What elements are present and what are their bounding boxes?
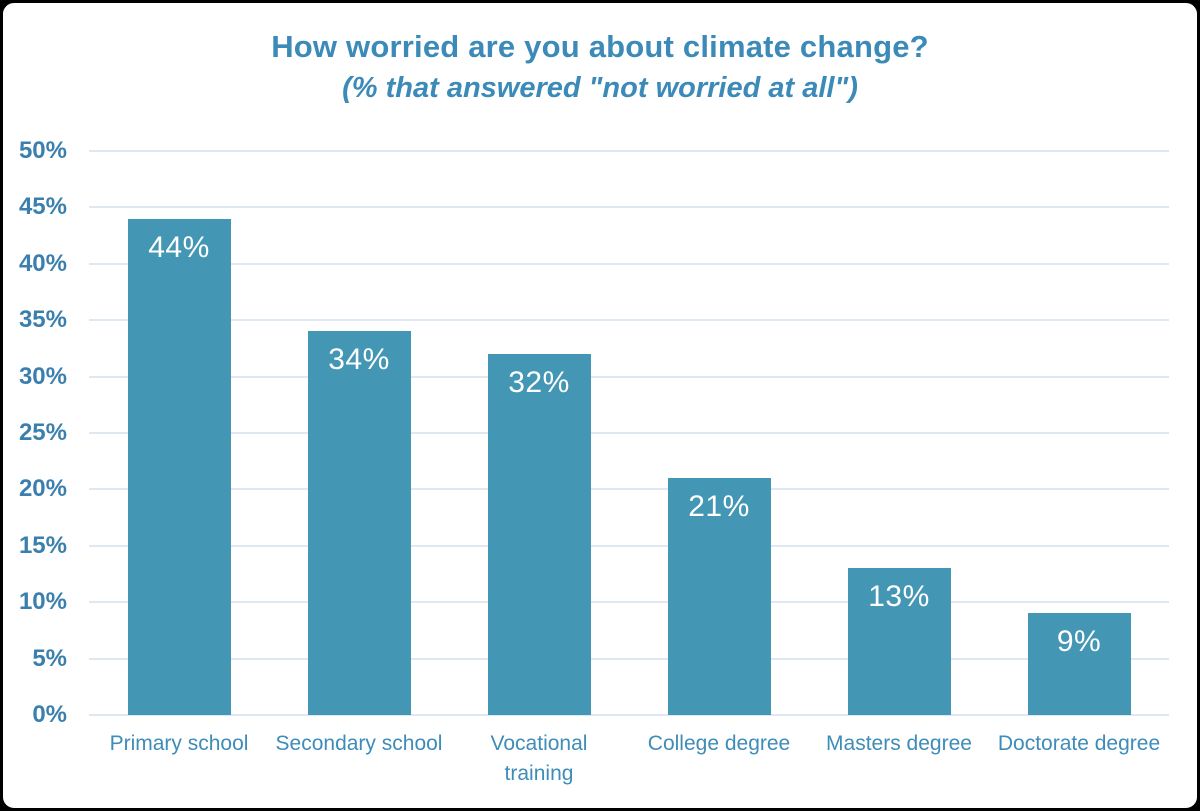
y-tick-label-5%: 5% bbox=[32, 644, 67, 672]
bar-data-label: 34% bbox=[328, 343, 390, 377]
y-tick-label-35%: 35% bbox=[18, 306, 67, 334]
x-category-label-doctorate-degree: Doctorate degree bbox=[989, 729, 1169, 790]
gridline-35% bbox=[89, 319, 1169, 322]
x-category-label-line: Doctorate degree bbox=[997, 732, 1161, 755]
y-tick-label-25%: 25% bbox=[18, 419, 67, 446]
gridline-50% bbox=[89, 150, 1169, 152]
y-tick-label-0%: 0% bbox=[32, 701, 67, 728]
y-tick-label-50%: 50% bbox=[18, 137, 67, 164]
bar-cell: 34% bbox=[269, 151, 449, 715]
bar-secondary-school: 34% bbox=[307, 331, 411, 715]
bar-data-label: 13% bbox=[868, 580, 930, 614]
y-tick-label-45%: 45% bbox=[18, 193, 67, 221]
gridline-10% bbox=[89, 601, 1169, 604]
x-category-label-line: training bbox=[504, 762, 574, 786]
plot-area: 44% 34% 32% 21% 13% 9% bbox=[89, 150, 1169, 716]
x-category-label-college-degree: College degree bbox=[629, 729, 809, 790]
x-category-label-line: Secondary school bbox=[275, 732, 443, 755]
gridline-40% bbox=[89, 262, 1169, 265]
x-category-label-primary-school: Primary school bbox=[89, 729, 269, 790]
x-category-label-masters-degree: Masters degree bbox=[809, 729, 989, 790]
bar-vocational-training: 32% bbox=[487, 354, 591, 715]
bar-data-label: 21% bbox=[688, 490, 750, 524]
bar-cell: 44% bbox=[89, 151, 269, 715]
y-tick-label-30%: 30% bbox=[18, 362, 67, 390]
bar-doctorate-degree: 9% bbox=[1027, 613, 1131, 715]
x-category-label-secondary-school: Secondary school bbox=[269, 729, 449, 790]
bar-data-label: 44% bbox=[148, 230, 210, 264]
bar-college-degree: 21% bbox=[667, 478, 771, 715]
y-tick-label-20%: 20% bbox=[18, 475, 67, 503]
bar-cell: 13% bbox=[809, 151, 989, 715]
x-category-label-line: Primary school bbox=[109, 732, 249, 755]
bar-data-label: 32% bbox=[508, 366, 570, 400]
x-category-label-line: Vocational bbox=[490, 732, 588, 755]
bars-layer: 44% 34% 32% 21% 13% 9% bbox=[89, 151, 1169, 715]
y-axis-tick-labels: 0% 5% 10% 15% 20% 25% 30% 35% 40% 45% 50% bbox=[3, 137, 67, 728]
gridline-20% bbox=[89, 488, 1169, 491]
y-tick-label-15%: 15% bbox=[18, 531, 67, 559]
x-category-label-line: Masters degree bbox=[826, 732, 972, 755]
x-axis-category-labels: Primary school Secondary school Vocational… bbox=[89, 729, 1169, 790]
bar-cell: 32% bbox=[449, 151, 629, 715]
x-category-label-line: College degree bbox=[647, 732, 791, 755]
gridline-25% bbox=[89, 432, 1169, 434]
gridline-5% bbox=[89, 657, 1169, 660]
chart-title-block: How worried are you about climate change… bbox=[3, 29, 1197, 105]
chart-title: How worried are you about climate change… bbox=[271, 29, 929, 64]
x-category-label-vocational-training: Vocational training bbox=[449, 729, 629, 790]
y-tick-label-40%: 40% bbox=[18, 249, 67, 277]
bar-primary-school: 44% bbox=[127, 218, 231, 715]
bar-data-label: 9% bbox=[1056, 625, 1102, 659]
gridline-45% bbox=[89, 206, 1169, 209]
gridline-0% bbox=[89, 714, 1169, 716]
chart-subtitle: (% that answered "not worried at all") bbox=[342, 72, 858, 104]
y-tick-label-10%: 10% bbox=[18, 588, 67, 616]
bar-masters-degree: 13% bbox=[847, 568, 951, 715]
bar-cell: 9% bbox=[989, 151, 1169, 715]
gridline-30% bbox=[89, 375, 1169, 378]
bar-cell: 21% bbox=[629, 151, 809, 715]
gridline-15% bbox=[89, 544, 1169, 547]
